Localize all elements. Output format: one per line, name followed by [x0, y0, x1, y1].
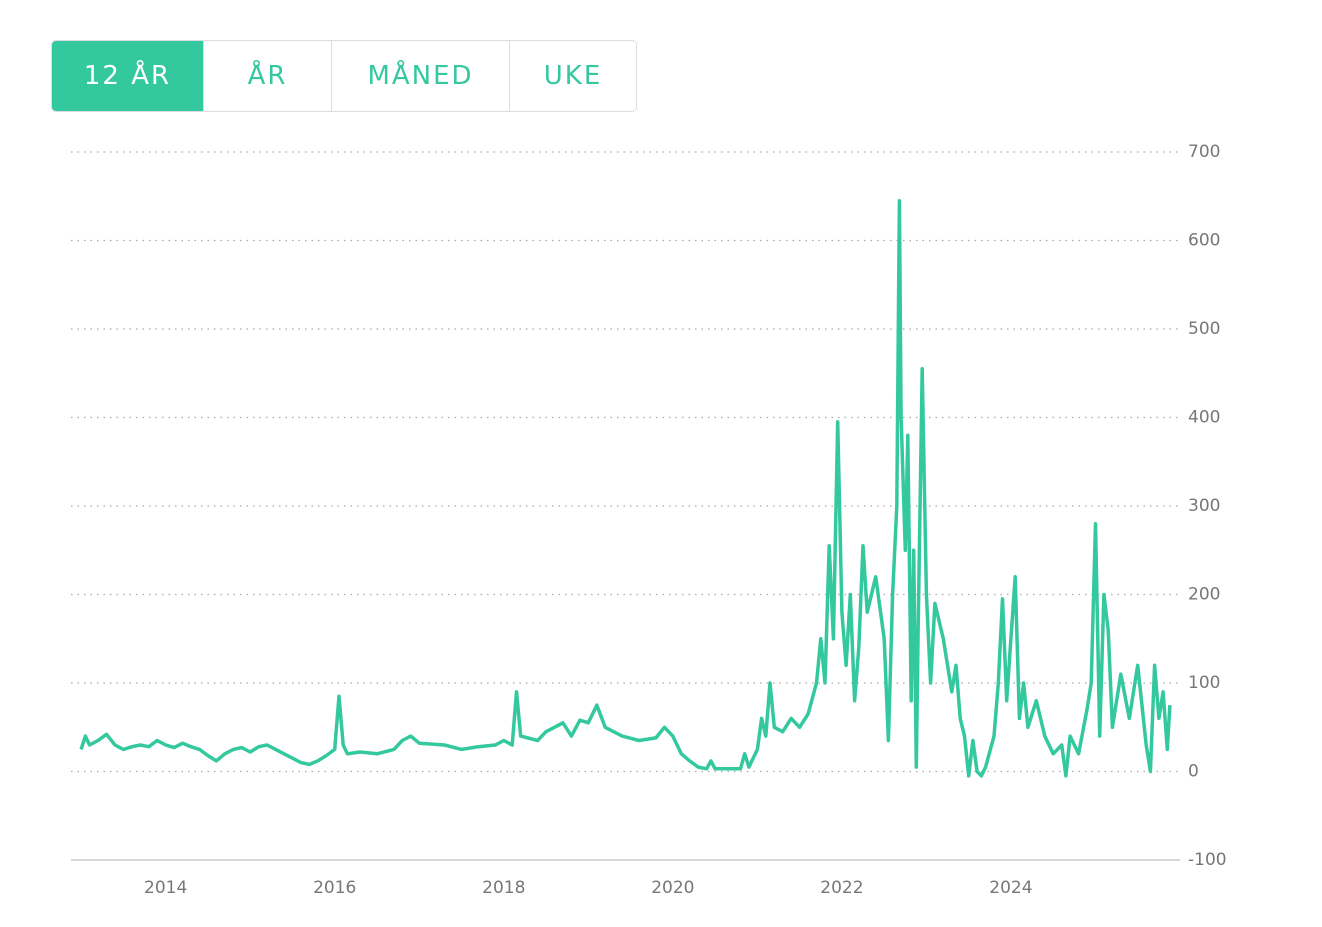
tab-button[interactable]: MÅNED	[332, 41, 510, 111]
tab-button[interactable]: UKE	[543, 61, 603, 91]
y-tick-label: 300	[1188, 496, 1220, 516]
y-tick-label: 500	[1188, 319, 1220, 339]
y-tick-label: 700	[1188, 142, 1220, 162]
x-tick-label: 2014	[144, 878, 187, 898]
y-tick-label: -100	[1188, 850, 1227, 870]
x-tick-label: 2018	[482, 878, 525, 898]
x-tick-label: 2024	[989, 878, 1032, 898]
price-line	[79, 198, 1172, 778]
y-tick-label: 600	[1188, 231, 1220, 251]
x-tick-label: 2016	[313, 878, 356, 898]
y-tick-label: 100	[1188, 673, 1220, 693]
x-tick-label: 2022	[820, 878, 863, 898]
tab-bar: 12 ÅR ÅR MÅNED UKE	[51, 40, 637, 112]
x-tick-label: 2020	[651, 878, 694, 898]
y-tick-label: 200	[1188, 585, 1220, 605]
tab-button[interactable]: ÅR	[204, 41, 332, 111]
tab-button[interactable]: 12 ÅR	[52, 41, 204, 111]
y-tick-label: 400	[1188, 408, 1220, 428]
y-tick-label: 0	[1188, 762, 1199, 782]
